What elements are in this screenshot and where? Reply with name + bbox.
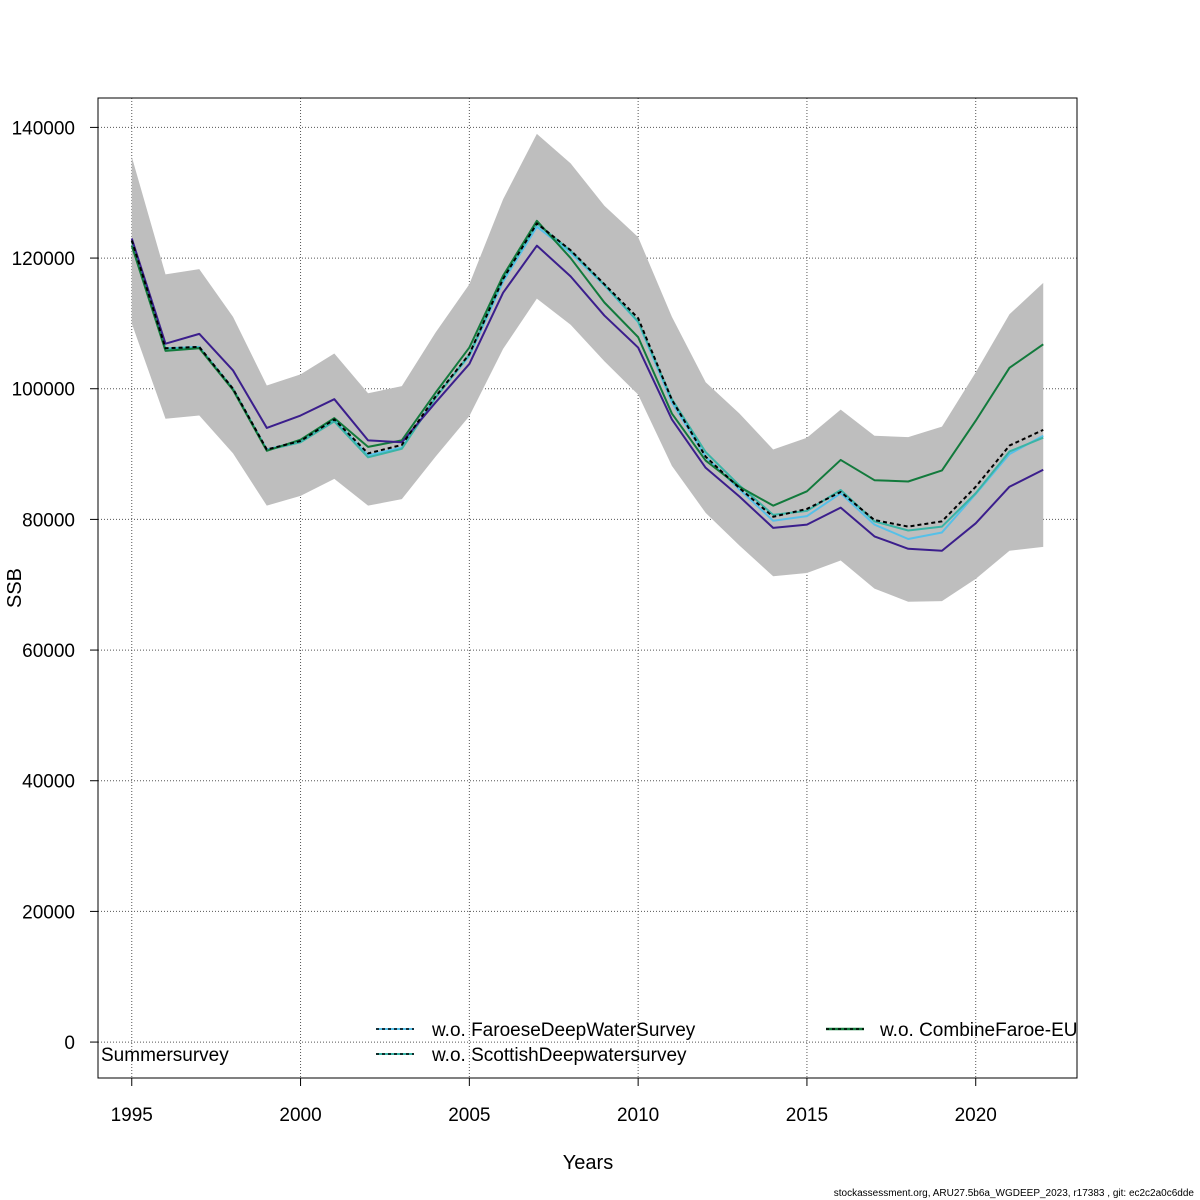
y-tick-label-0: 0 xyxy=(64,1033,75,1054)
legend-label-summersurvey: Summersurvey xyxy=(101,1045,229,1066)
x-tick-label-2020: 2020 xyxy=(955,1105,997,1126)
legend: w.o. FaroeseDeepWaterSurvey w.o. Scottis… xyxy=(101,1020,1077,1066)
x-tick-label-2010: 2010 xyxy=(617,1105,659,1126)
series-line-4 xyxy=(130,238,1044,552)
x-tick-label-2015: 2015 xyxy=(786,1105,828,1126)
plot-frame xyxy=(97,97,1078,1079)
x-tick-label-1995: 1995 xyxy=(111,1105,153,1126)
y-tick-label-40000: 40000 xyxy=(22,772,75,793)
y-axis: 0 20000 40000 60000 80000 100000 120000 140000 xyxy=(12,118,98,1054)
series-layer xyxy=(130,219,1044,552)
series-line-0 xyxy=(130,222,1044,528)
x-axis-title: Years xyxy=(563,1152,613,1174)
legend-label-faroese: w.o. FaroeseDeepWaterSurvey xyxy=(431,1020,696,1041)
legend-label-scottish: w.o. ScottishDeepwatersurvey xyxy=(431,1045,687,1066)
y-tick-label-60000: 60000 xyxy=(22,641,75,662)
x-tick-label-2005: 2005 xyxy=(448,1105,490,1126)
y-axis-title: SSB xyxy=(4,568,26,608)
y-tick-label-140000: 140000 xyxy=(12,118,75,139)
footer-credit: stockassessment.org, ARU27.5b6a_WGDEEP_2… xyxy=(834,1188,1195,1199)
x-axis: 1995 2000 2005 2010 2015 2020 xyxy=(111,1078,997,1126)
y-tick-label-120000: 120000 xyxy=(12,249,75,270)
x-tick-label-2000: 2000 xyxy=(279,1105,321,1126)
y-tick-label-80000: 80000 xyxy=(22,510,75,531)
y-tick-label-100000: 100000 xyxy=(12,380,75,401)
legend-label-combine-clip: w.o. CombineFaroe-EU xyxy=(879,1020,1077,1041)
legend-label-combine: w.o. CombineFaroe-EU xyxy=(879,1020,1077,1041)
y-tick-label-20000: 20000 xyxy=(22,902,75,923)
